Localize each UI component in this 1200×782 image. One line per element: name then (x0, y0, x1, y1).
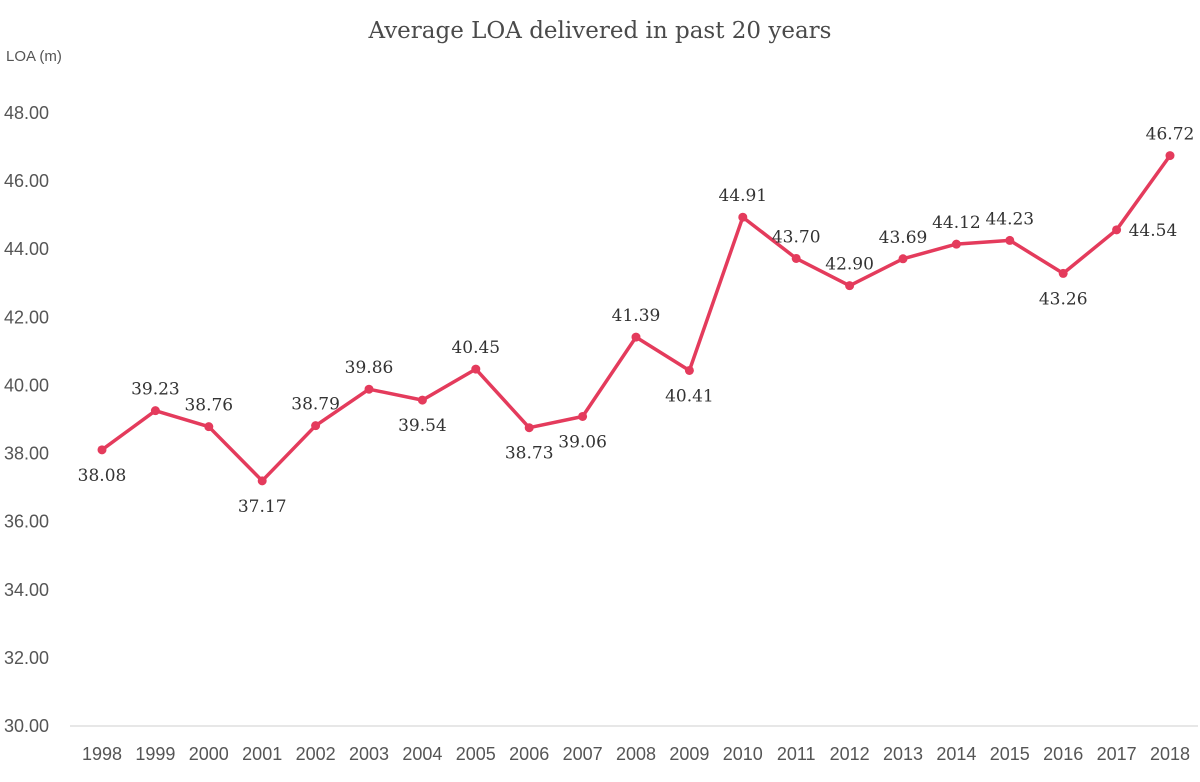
x-tick-label: 2016 (1043, 744, 1083, 764)
x-tick-label: 2006 (509, 744, 549, 764)
data-label: 44.91 (718, 186, 767, 206)
y-tick-label: 34.00 (4, 580, 49, 600)
data-label: 40.45 (451, 338, 500, 358)
data-point (898, 254, 908, 264)
x-tick-label: 2004 (402, 744, 442, 764)
data-points (97, 151, 1175, 486)
data-label: 41.39 (612, 306, 661, 326)
data-point (1058, 268, 1068, 278)
x-tick-label: 2017 (1097, 744, 1137, 764)
chart-title: Average LOA delivered in past 20 years (368, 18, 832, 44)
x-tick-label: 1998 (82, 744, 122, 764)
y-tick-label: 32.00 (4, 648, 49, 668)
x-tick-label: 2008 (616, 744, 656, 764)
y-tick-labels: 30.00 32.00 34.00 36.00 38.00 40.00 42.00 44.00… (4, 103, 49, 736)
data-label: 39.86 (345, 358, 394, 378)
data-point (311, 421, 321, 431)
data-point (1112, 225, 1122, 235)
data-point (364, 384, 374, 394)
y-tick-label: 36.00 (4, 512, 49, 532)
y-tick-label: 30.00 (4, 716, 49, 736)
x-tick-label: 2018 (1150, 744, 1190, 764)
data-point (471, 364, 481, 374)
data-label: 39.54 (398, 416, 447, 436)
data-label: 38.08 (78, 466, 127, 486)
y-axis-label: LOA (m) (6, 48, 62, 65)
x-tick-label: 2014 (936, 744, 976, 764)
x-tick-label: 2001 (242, 744, 282, 764)
x-tick-label: 2007 (563, 744, 603, 764)
data-point (738, 212, 748, 222)
data-label: 44.54 (1129, 221, 1178, 241)
data-label: 43.69 (879, 228, 928, 248)
y-tick-label: 48.00 (4, 103, 49, 123)
data-point (951, 239, 961, 249)
data-point (578, 411, 588, 421)
data-label: 38.79 (291, 395, 340, 415)
data-point (631, 332, 641, 342)
x-tick-label: 2011 (777, 744, 816, 764)
data-label: 44.12 (932, 213, 981, 233)
data-label: 46.72 (1146, 125, 1195, 145)
y-tick-label: 44.00 (4, 239, 49, 259)
data-point (97, 445, 107, 455)
data-point (791, 253, 801, 263)
data-point (257, 476, 267, 486)
data-label: 38.76 (184, 396, 233, 416)
x-tick-label: 2009 (669, 744, 709, 764)
x-tick-label: 2002 (296, 744, 336, 764)
data-label: 42.90 (825, 255, 874, 275)
data-point (845, 281, 855, 291)
data-point (1165, 151, 1175, 161)
data-label: 39.06 (558, 432, 607, 452)
data-point (1005, 235, 1015, 245)
x-tick-label: 2005 (456, 744, 496, 764)
data-point (524, 423, 534, 433)
x-tick-label: 2015 (990, 744, 1030, 764)
data-point (150, 406, 160, 416)
data-label: 40.41 (665, 386, 714, 406)
data-label: 38.73 (505, 444, 554, 464)
data-point (417, 395, 427, 405)
y-tick-label: 40.00 (4, 375, 49, 395)
data-label: 43.26 (1039, 289, 1088, 309)
data-label: 44.23 (985, 209, 1034, 229)
x-tick-label: 1999 (135, 744, 175, 764)
data-point (204, 422, 214, 432)
data-point (684, 365, 694, 375)
x-tick-labels: 1998 1999 2000 2001 2002 2003 2004 2005 2006 2007… (82, 744, 1190, 764)
x-tick-label: 2010 (723, 744, 763, 764)
x-tick-label: 2013 (883, 744, 923, 764)
data-label: 43.70 (772, 227, 821, 247)
data-label: 39.23 (131, 380, 180, 400)
y-tick-label: 38.00 (4, 444, 49, 464)
y-tick-label: 46.00 (4, 171, 49, 191)
x-tick-label: 2012 (830, 744, 870, 764)
x-tick-label: 2003 (349, 744, 389, 764)
x-tick-label: 2000 (189, 744, 229, 764)
y-tick-label: 42.00 (4, 307, 49, 327)
data-label: 37.17 (238, 497, 287, 517)
